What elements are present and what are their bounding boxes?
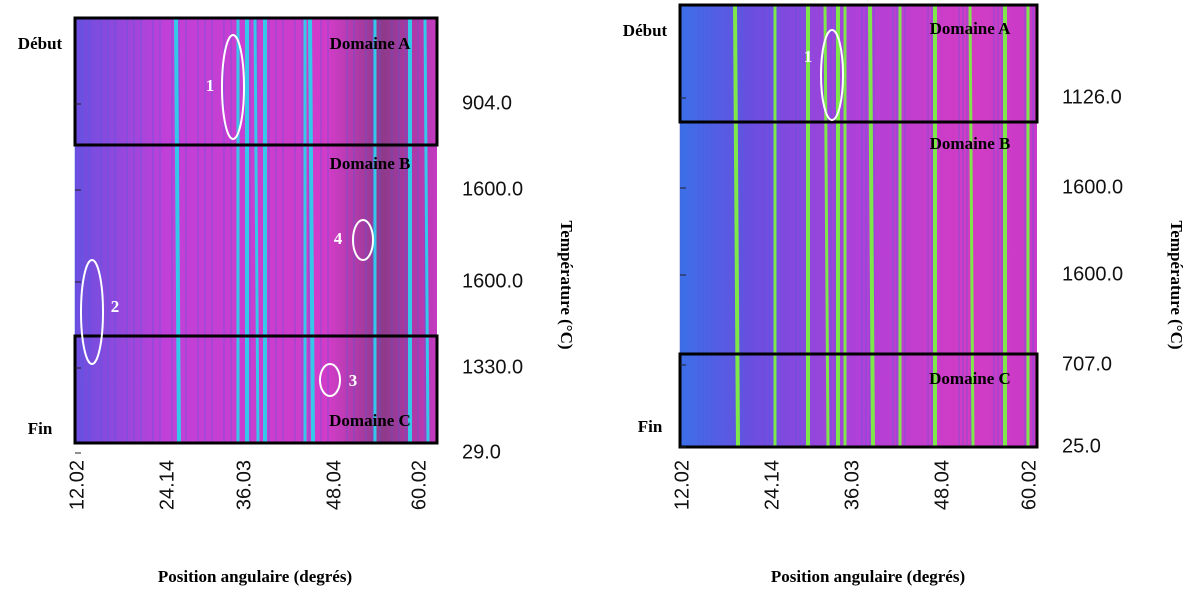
temperature-tick-label: 1600.0 xyxy=(462,178,523,200)
y-axis-label: Température (°C) xyxy=(557,220,576,349)
domain-box xyxy=(73,334,439,445)
diffraction-line xyxy=(308,17,315,444)
end-label: Fin xyxy=(638,417,663,436)
x-tick-label: 24.14 xyxy=(156,460,178,510)
annotation-number: 1 xyxy=(206,76,215,95)
x-tick-label: 36.03 xyxy=(841,460,863,510)
temperature-tick-label: 1126.0 xyxy=(1062,86,1122,108)
domain-label: Domaine C xyxy=(929,369,1011,388)
annotation-number: 3 xyxy=(349,371,358,390)
y-axis-label: Température (°C) xyxy=(1167,220,1184,349)
annotation-ellipse xyxy=(80,259,104,365)
domain-label: Domaine A xyxy=(930,19,1011,38)
x-axis-label: Position angulaire (degrés) xyxy=(158,567,352,586)
x-tick-label: 12.02 xyxy=(671,460,693,510)
annotation-ellipse xyxy=(352,219,374,261)
diffraction-line xyxy=(823,4,830,448)
x-tick-label: 12.02 xyxy=(66,460,88,510)
domain-box xyxy=(73,16,439,147)
temperature-tick-label: 1600.0 xyxy=(462,270,523,292)
annotation-ellipse xyxy=(221,34,245,140)
annotation-number: 1 xyxy=(804,47,813,66)
temperature-tick-label: 29.0 xyxy=(462,441,501,463)
diffraction-line xyxy=(968,4,975,448)
annotation-number: 4 xyxy=(334,229,343,248)
domain-box xyxy=(678,352,1039,449)
annotation-ellipse xyxy=(820,29,844,121)
temperature-tick-label: 1600.0 xyxy=(1062,176,1123,198)
x-tick-label: 48.04 xyxy=(323,460,345,510)
temperature-tick-label: 904.0 xyxy=(462,92,512,114)
x-tick-label: 48.04 xyxy=(931,460,953,510)
diffraction-line xyxy=(868,4,875,448)
x-axis-label: Position angulaire (degrés) xyxy=(771,567,965,586)
end-label: Fin xyxy=(28,419,53,438)
temperature-tick-label: 1600.0 xyxy=(1062,263,1123,285)
diffraction-line xyxy=(174,17,181,444)
x-tick-label: 36.03 xyxy=(233,460,255,510)
domain-label: Domaine C xyxy=(329,411,411,430)
x-tick-label: 24.14 xyxy=(761,460,783,510)
domain-label: Domaine A xyxy=(330,34,411,53)
annotation-number: 2 xyxy=(111,297,120,316)
temperature-tick-label: 25.0 xyxy=(1062,435,1101,457)
annotation-ellipse xyxy=(319,363,341,397)
domain-box xyxy=(678,3,1039,124)
x-tick-label: 60.02 xyxy=(408,460,430,510)
temperature-tick-label: 707.0 xyxy=(1062,353,1112,375)
domain-label: Domaine B xyxy=(930,134,1011,153)
temperature-tick-label: 1330.0 xyxy=(462,356,523,378)
start-label: Début xyxy=(623,21,668,40)
domain-label: Domaine B xyxy=(330,154,411,173)
start-label: Début xyxy=(18,34,63,53)
diffraction-line xyxy=(423,17,430,444)
diffraction-line xyxy=(733,4,740,448)
x-tick-label: 60.02 xyxy=(1018,460,1040,510)
diffraction-line xyxy=(253,17,260,444)
